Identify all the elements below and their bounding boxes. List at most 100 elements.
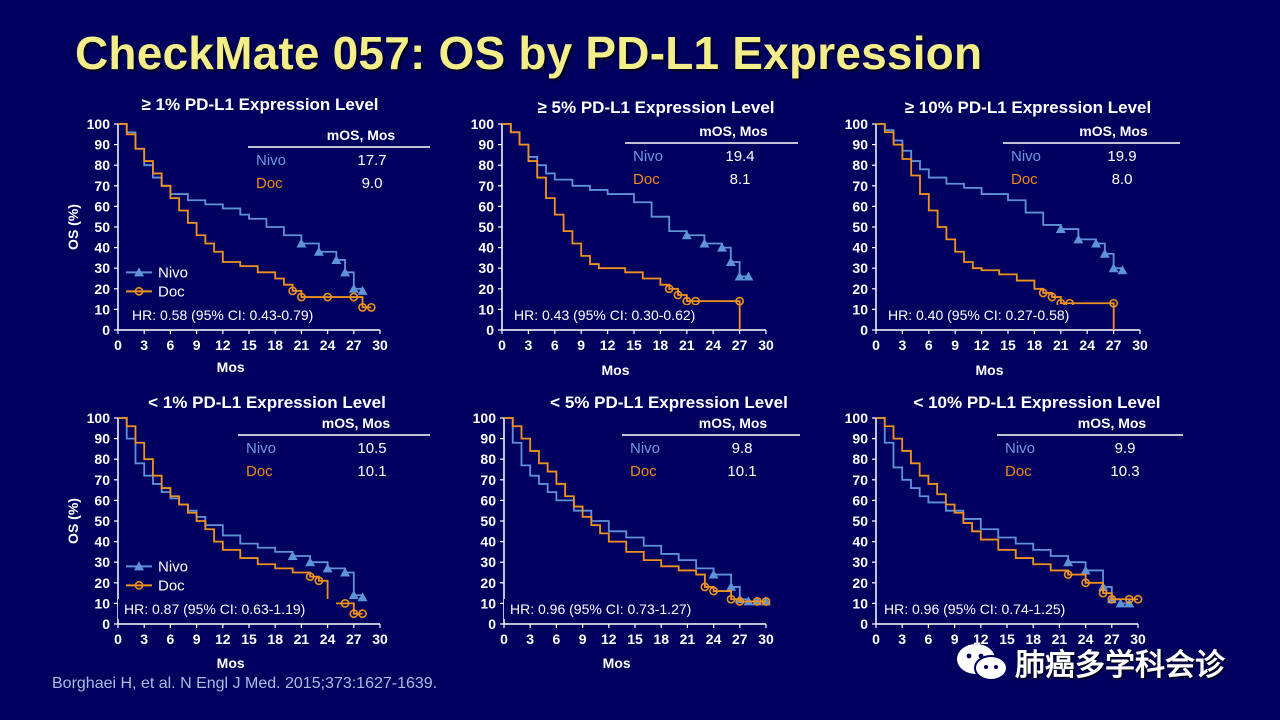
x-tick-label: 0	[498, 337, 506, 353]
censor-mark-nivo	[313, 246, 324, 256]
censor-mark-doc	[761, 596, 771, 606]
mos-row-value: 10.1	[727, 463, 756, 480]
x-tick-label: 3	[525, 337, 533, 353]
censor-mark-nivo	[331, 254, 342, 264]
censor-mark-doc	[664, 284, 674, 294]
y-tick-label: 60	[852, 492, 868, 508]
x-tick-label: 15	[627, 631, 643, 647]
y-tick-label: 20	[94, 281, 110, 297]
x-tick-label: 3	[898, 631, 906, 647]
censor-mark-nivo	[726, 581, 737, 591]
x-tick-label: 15	[626, 337, 642, 353]
mos-table-header: mOS, Mos	[322, 415, 391, 431]
y-tick-label: 40	[852, 240, 868, 256]
x-tick-label: 24	[1078, 631, 1094, 647]
y-tick-label: 70	[94, 472, 110, 488]
y-tick-label: 80	[94, 451, 110, 467]
series-doc-curve	[118, 123, 372, 309]
censor-mark-doc	[1109, 298, 1118, 308]
y-tick-label: 0	[102, 616, 110, 632]
x-tick-label: 18	[1027, 337, 1043, 353]
y-tick-label: 50	[94, 219, 110, 235]
km-panel-2: ≥ 5% PD-L1 Expression Level0102030405060…	[471, 98, 798, 378]
legend-marker-doc	[134, 580, 144, 590]
censor-mark-nivo	[322, 563, 333, 573]
y-tick-label: 20	[94, 575, 110, 591]
x-tick-label: 21	[1053, 337, 1069, 353]
y-tick-label: 90	[478, 137, 494, 153]
censor-mark-nivo	[699, 238, 710, 248]
hr-box	[882, 305, 1100, 325]
x-tick-label: 6	[925, 337, 933, 353]
mos-row-label: Nivo	[630, 440, 660, 457]
series-doc-curve	[876, 123, 1115, 330]
y-tick-label: 10	[94, 595, 110, 611]
panel-title: < 10% PD-L1 Expression Level	[913, 393, 1160, 412]
censor-mark-nivo	[725, 257, 736, 267]
y-tick-label: 80	[852, 157, 868, 173]
y-tick-label: 20	[852, 281, 868, 297]
y-tick-label: 40	[94, 534, 110, 550]
km-panel-5: < 5% PD-L1 Expression Level0102030405060…	[473, 393, 800, 671]
watermark-text: 肺癌多学科会诊	[1015, 648, 1225, 683]
x-tick-label: 24	[320, 631, 336, 647]
censor-mark-doc	[349, 292, 359, 302]
x-tick-label: 24	[320, 337, 336, 353]
x-tick-label: 21	[680, 631, 696, 647]
y-tick-label: 90	[852, 431, 868, 447]
censor-mark-doc	[1124, 594, 1134, 604]
x-axis-label: Mos	[603, 655, 631, 671]
y-tick-label: 30	[852, 554, 868, 570]
mos-row-label: Nivo	[256, 152, 286, 169]
y-tick-label: 100	[473, 410, 497, 426]
y-tick-label: 30	[94, 260, 110, 276]
legend-label-doc: Doc	[158, 577, 185, 594]
censor-mark-doc	[691, 296, 700, 306]
x-axis-label: Mos	[976, 362, 1004, 378]
mos-table-header: mOS, Mos	[1078, 415, 1147, 431]
citation: Borghaei H, et al. N Engl J Med. 2015;37…	[52, 675, 438, 692]
censor-mark-nivo	[1117, 265, 1128, 275]
x-tick-label: 12	[600, 337, 616, 353]
censor-mark-nivo	[1108, 263, 1119, 273]
censor-mark-doc	[726, 594, 736, 604]
x-tick-label: 9	[577, 337, 585, 353]
panel-title: < 1% PD-L1 Expression Level	[148, 393, 386, 412]
legend-marker-nivo	[134, 267, 144, 277]
x-tick-label: 18	[1025, 631, 1041, 647]
y-tick-label: 90	[94, 431, 110, 447]
panel-title: ≥ 5% PD-L1 Expression Level	[537, 98, 774, 117]
mos-row-label: Nivo	[1005, 440, 1035, 457]
x-tick-label: 0	[114, 631, 122, 647]
mos-table-header: mOS, Mos	[699, 415, 768, 431]
censor-mark-doc	[1098, 588, 1108, 598]
y-tick-label: 10	[480, 595, 496, 611]
censor-mark-nivo	[1080, 565, 1091, 575]
y-tick-label: 0	[860, 616, 868, 632]
y-tick-label: 100	[845, 410, 869, 426]
y-tick-label: 0	[102, 322, 110, 338]
x-tick-label: 21	[1052, 631, 1068, 647]
censor-mark-doc	[305, 572, 315, 582]
censor-mark-doc	[340, 599, 350, 608]
y-tick-label: 80	[478, 157, 494, 173]
series-doc-curve	[876, 417, 1138, 601]
censor-mark-nivo	[734, 271, 745, 281]
x-axis-label: Mos	[602, 362, 630, 378]
slide-title: CheckMate 057: OS by PD-L1 Expression	[75, 27, 983, 79]
y-tick-label: 30	[852, 260, 868, 276]
censor-mark-nivo	[1091, 238, 1101, 248]
mos-row-label: Doc	[256, 175, 283, 192]
x-tick-label: 24	[705, 337, 721, 353]
y-tick-label: 10	[852, 301, 868, 317]
censor-mark-doc	[288, 286, 298, 296]
mos-row-value: 8.1	[730, 171, 751, 188]
censor-mark-nivo	[357, 592, 368, 602]
x-tick-label: 21	[294, 631, 310, 647]
y-tick-label: 10	[852, 595, 868, 611]
mos-table-header: mOS, Mos	[699, 123, 768, 139]
censor-mark-doc	[349, 609, 359, 619]
y-tick-label: 100	[87, 116, 111, 132]
x-tick-label: 9	[193, 337, 201, 353]
